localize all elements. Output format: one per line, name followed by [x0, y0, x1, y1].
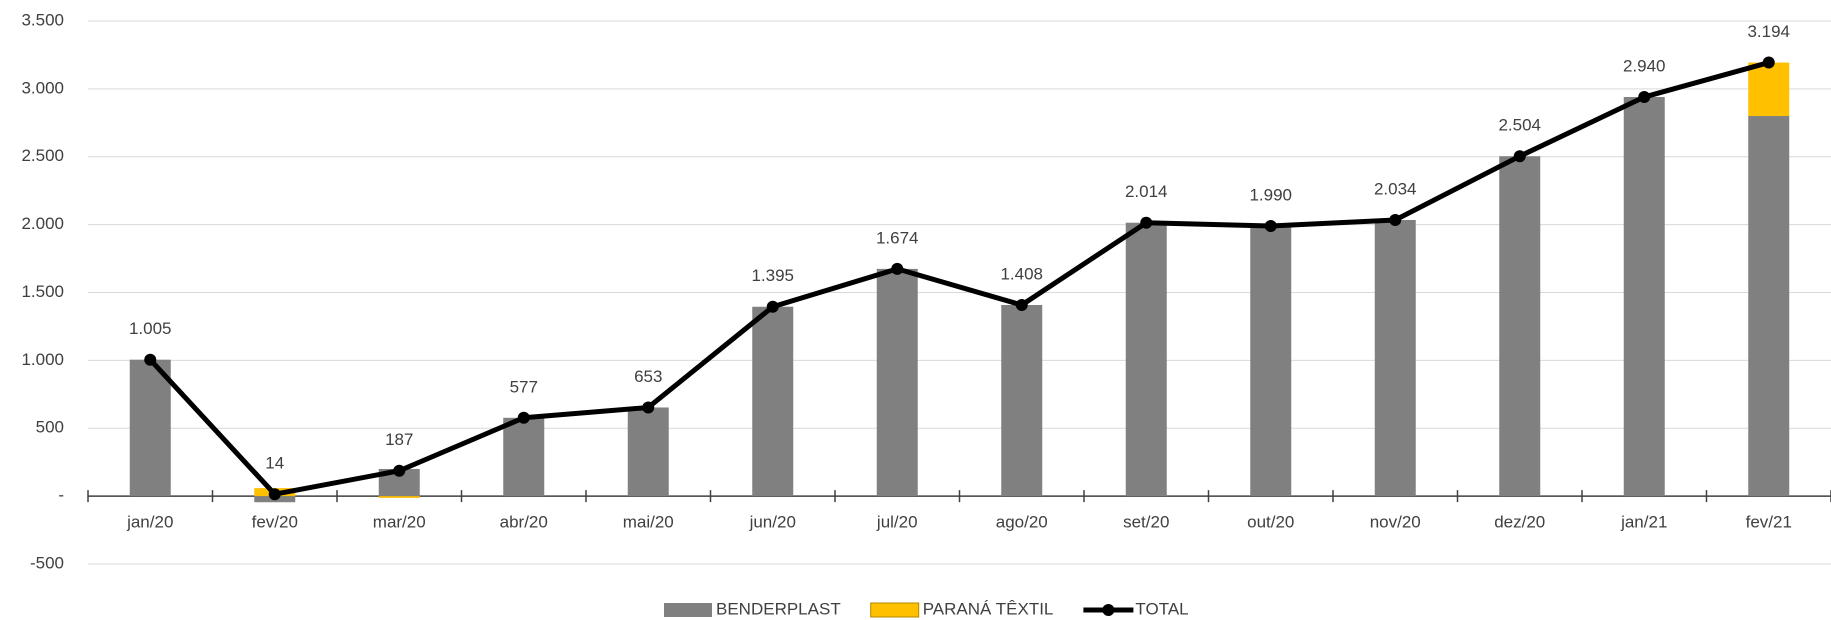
y-tick-label: 1.000 [21, 350, 64, 369]
bar [627, 407, 669, 497]
legend-label: BENDERPLAST [716, 599, 841, 618]
legend-swatch [870, 602, 920, 618]
x-tick-label: jun/20 [749, 513, 796, 532]
data-label: 1.408 [1000, 264, 1043, 283]
x-tick-label: dez/20 [1494, 513, 1545, 532]
line-marker [642, 401, 655, 414]
line-marker [891, 262, 904, 275]
data-label: 2.504 [1498, 116, 1541, 135]
y-tick-label: 3.500 [21, 10, 64, 29]
bar [503, 417, 545, 497]
data-label: 2.014 [1125, 182, 1168, 201]
bar [752, 306, 794, 497]
y-tick-label: - [58, 486, 64, 505]
bar [378, 496, 420, 498]
x-tick-label: abr/20 [500, 513, 548, 532]
line-marker [1762, 56, 1775, 69]
x-tick-label: jan/21 [1620, 513, 1667, 532]
y-tick-label: 3.000 [21, 78, 64, 97]
data-label: 1.990 [1249, 185, 1292, 204]
x-tick-label: out/20 [1247, 513, 1294, 532]
bar [1250, 225, 1292, 497]
legend-label: TOTAL [1135, 599, 1188, 618]
y-tick-label: 500 [36, 418, 64, 437]
data-label: 1.674 [876, 228, 919, 247]
x-tick-label: nov/20 [1370, 513, 1421, 532]
data-label: 3.194 [1747, 22, 1790, 41]
bar [1748, 116, 1790, 497]
line-marker [1015, 298, 1028, 311]
bar [129, 359, 171, 497]
bar [1001, 304, 1043, 497]
data-label: 1.005 [129, 319, 172, 338]
data-label: 2.940 [1623, 57, 1666, 76]
x-tick-label: fev/21 [1746, 513, 1792, 532]
bar [1499, 156, 1541, 497]
y-tick-label: 2.500 [21, 146, 64, 165]
line-marker [1638, 91, 1651, 104]
line-marker [1513, 150, 1526, 163]
line-marker [144, 353, 157, 366]
legend-marker [1102, 604, 1115, 616]
bar [1374, 220, 1416, 497]
data-label: 14 [265, 454, 284, 473]
x-tick-label: jan/20 [126, 513, 173, 532]
line-marker [517, 411, 530, 424]
y-tick-label: -500 [30, 553, 64, 572]
bar [1623, 97, 1665, 497]
y-tick-label: 1.500 [21, 282, 64, 301]
line-marker [268, 488, 281, 501]
legend-label: PARANÁ TÊXTIL [923, 599, 1054, 618]
data-label: 653 [634, 367, 662, 386]
x-tick-label: set/20 [1123, 513, 1169, 532]
total-line [148, 60, 1770, 497]
data-label: 187 [385, 430, 413, 449]
bar [1125, 222, 1167, 497]
data-label: 1.395 [751, 266, 794, 285]
line-marker [1264, 219, 1277, 232]
bar [876, 268, 918, 497]
legend-swatch [664, 603, 712, 617]
data-label: 577 [510, 377, 538, 396]
data-label: 2.034 [1374, 179, 1417, 198]
x-tick-label: jul/20 [876, 513, 918, 532]
line-marker [766, 300, 779, 313]
line-marker [1389, 214, 1402, 227]
y-tick-label: 2.000 [21, 214, 64, 233]
bar [1748, 62, 1790, 117]
line-marker [393, 464, 406, 477]
line-marker [1140, 216, 1153, 229]
x-tick-label: fev/20 [252, 513, 298, 532]
x-tick-label: ago/20 [996, 513, 1048, 532]
x-tick-label: mai/20 [623, 513, 674, 532]
x-tick-label: mar/20 [373, 513, 426, 532]
